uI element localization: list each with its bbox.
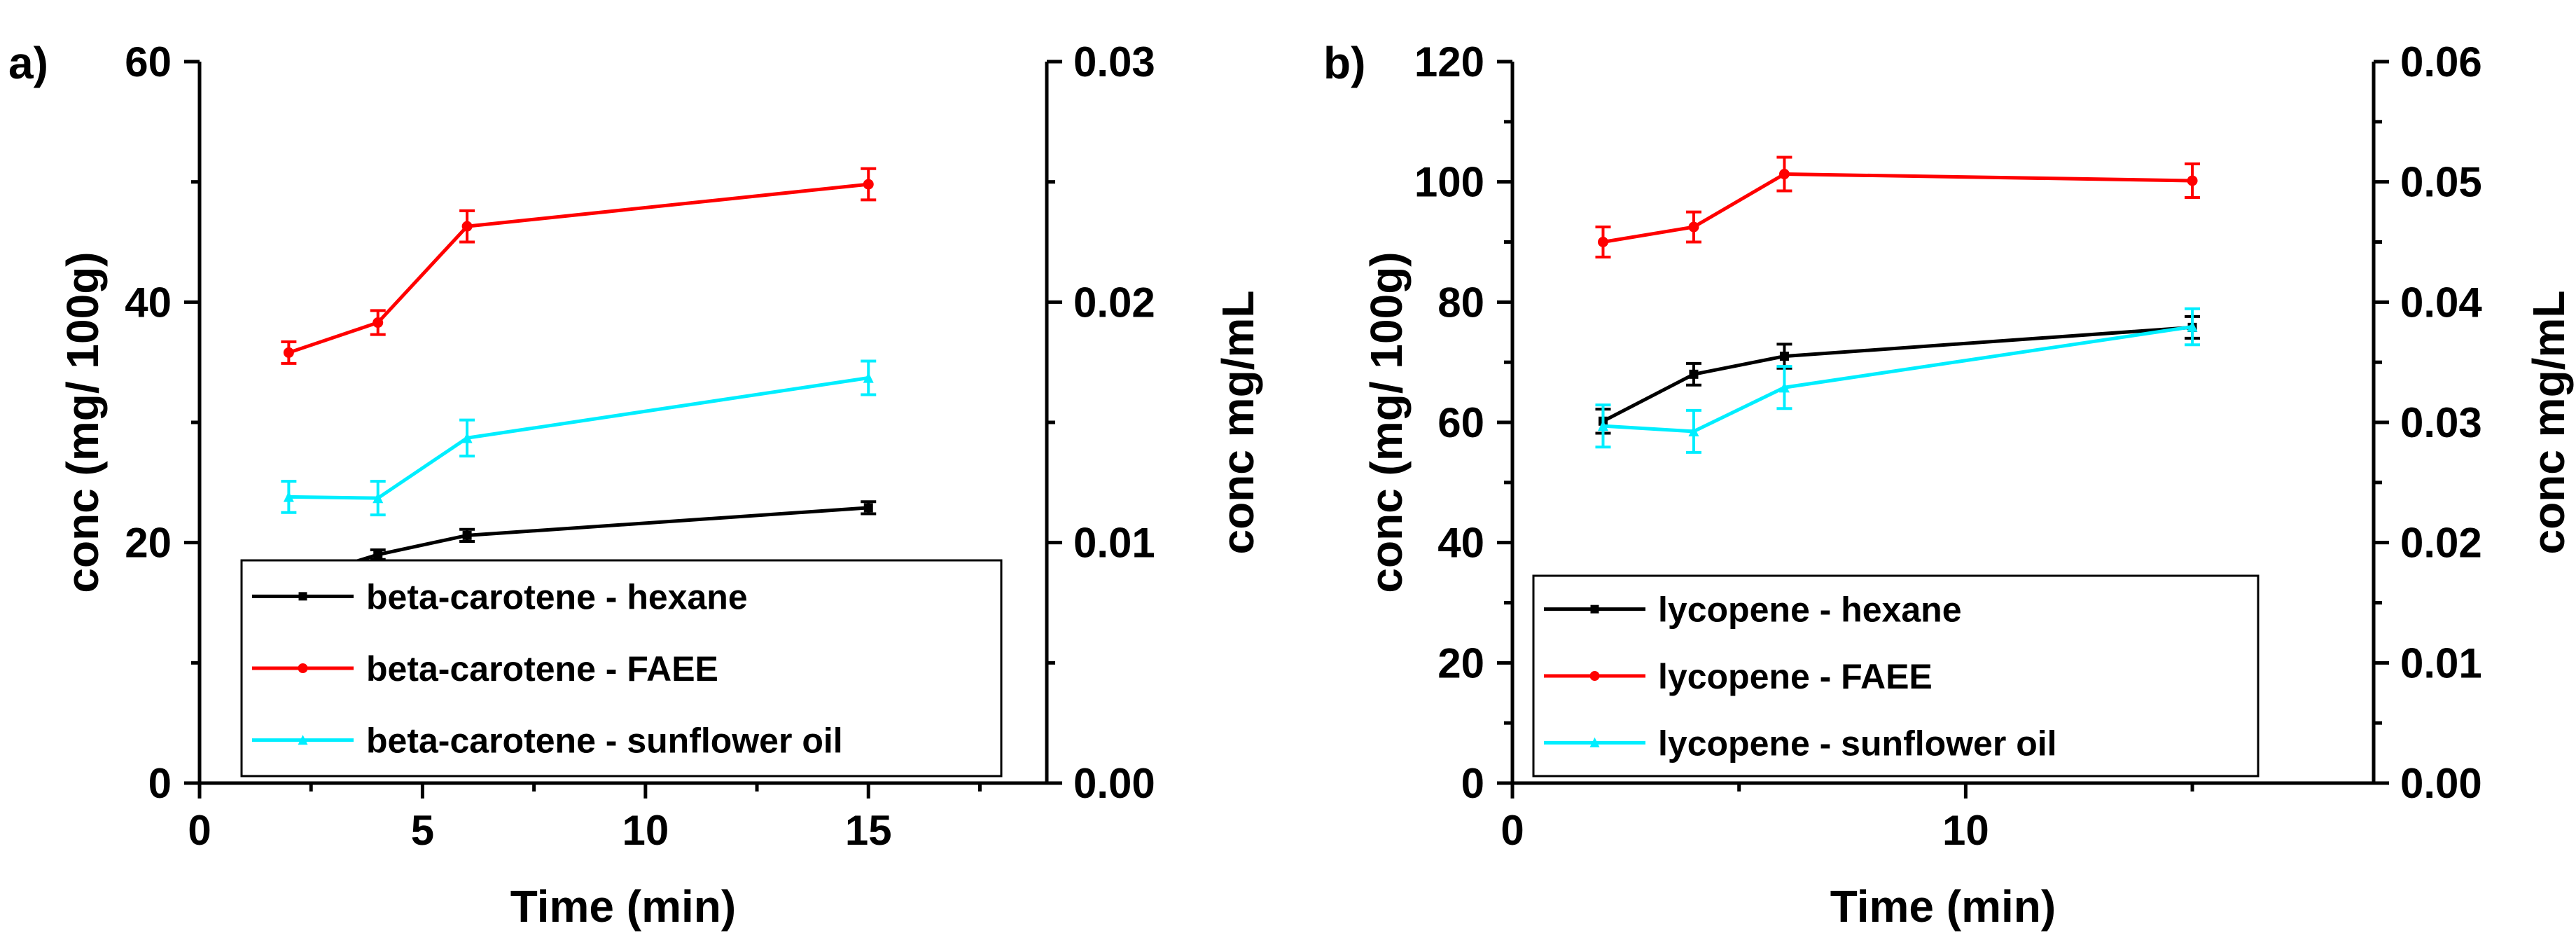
x-tick-label: 0 [1501,807,1524,854]
legend-marker [1590,604,1599,614]
y-tick-label: 40 [125,279,172,326]
series-lycopene-hexane [1595,314,2201,435]
y-tick-label: 20 [1437,640,1484,686]
data-point [1689,369,1699,379]
x-tick-label: 10 [1942,807,1989,854]
data-point [283,347,294,358]
y2-tick-label: 0.01 [2400,640,2482,686]
y-tick-label: 80 [1437,279,1484,326]
data-point [1688,221,1699,233]
data-point [863,372,874,383]
y2-tick-label: 0.01 [1073,520,1155,567]
x-tick-label: 15 [845,807,892,854]
legend-marker [298,592,307,601]
data-point [373,492,384,504]
data-point [461,432,473,443]
data-point [2187,321,2198,332]
y-tick-label: 100 [1414,159,1484,206]
data-point [1778,169,1790,180]
chart-panel-1: 0 20 40 60 0.00 0.01 0.02 0.03 0 5 10 15 Time (min) c… [8,38,1263,932]
y2-axis-title: conc mg/mL [2523,291,2574,555]
legend-label: lycopene - sunflower oil [1658,724,2057,763]
chart-panel-2: 0204060801001200.000.010.020.030.040.050… [1323,38,2574,932]
data-point [462,530,472,540]
series-line [288,376,869,500]
y2-tick-label: 0.02 [2400,520,2482,567]
series-line [1603,172,2193,244]
data-point [283,491,294,502]
series-line [288,182,869,354]
data-point [1597,237,1608,247]
legend-label: beta-carotene - FAEE [366,649,718,689]
panel-label: a) [8,38,48,88]
x-tick-label: 5 [411,807,434,854]
data-point [1688,425,1699,437]
y-tick-label: 60 [125,39,172,85]
series-lycopene-sunflower-oil [1595,307,2201,454]
data-point [373,317,384,329]
y-tick-label: 60 [1437,399,1484,446]
series-line [1603,325,2193,434]
y-tick-label: 40 [1437,520,1484,567]
legend-marker [298,735,308,745]
y2-tick-label: 0.00 [2400,760,2482,807]
legend-marker [1589,671,1600,681]
y-tick-label: 0 [148,760,172,807]
data-point [461,221,473,232]
x-tick-label: 0 [188,807,211,854]
y2-tick-label: 0.04 [2400,279,2482,326]
legend-label: lycopene - hexane [1658,590,1962,630]
series-beta-carotene-faee [281,167,877,365]
x-axis-title: Time (min) [1830,881,2056,932]
panel-label: b) [1323,38,1365,88]
y2-tick-label: 0.02 [1073,279,1155,326]
y2-tick-label: 0.05 [2400,159,2482,206]
x-tick-label: 10 [622,807,669,854]
y-tick-label: 120 [1414,39,1484,85]
legend-label: lycopene - FAEE [1658,657,1933,696]
y-axis-title: conc (mg/ 100g) [1361,251,1412,593]
data-point [1597,420,1608,431]
legend-marker [1589,737,1600,747]
legend-box [240,559,1003,777]
data-point [2187,175,2198,186]
series-line [1602,325,2193,423]
y-axis-title: conc (mg/ 100g) [57,251,108,593]
data-point [373,550,383,560]
data-point [863,179,874,190]
legend-marker [298,663,308,673]
legend-label: beta-carotene - hexane [366,577,748,616]
legend: lycopene - hexane lycopene - FAEE lycopene… [1532,574,2260,777]
legend-label: beta-carotene - sunflower oil [366,721,843,761]
y2-tick-label: 0.00 [1073,760,1155,807]
y2-axis-title: conc mg/mL [1213,291,1263,555]
legend-box [1532,574,2260,777]
series-beta-carotene-sunflower-oil [281,359,877,517]
series-lycopene-faee [1595,155,2201,258]
y2-tick-label: 0.03 [1073,39,1155,85]
data-point [1779,352,1789,361]
data-point [863,503,873,513]
data-point [1778,382,1790,393]
y2-tick-label: 0.06 [2400,39,2482,85]
legend: beta-carotene - hexane beta-carotene - FA… [240,559,1003,777]
y-tick-label: 0 [1461,760,1484,807]
x-axis-title: Time (min) [510,881,736,932]
y2-tick-label: 0.03 [2400,399,2482,446]
y-tick-label: 20 [125,520,172,567]
